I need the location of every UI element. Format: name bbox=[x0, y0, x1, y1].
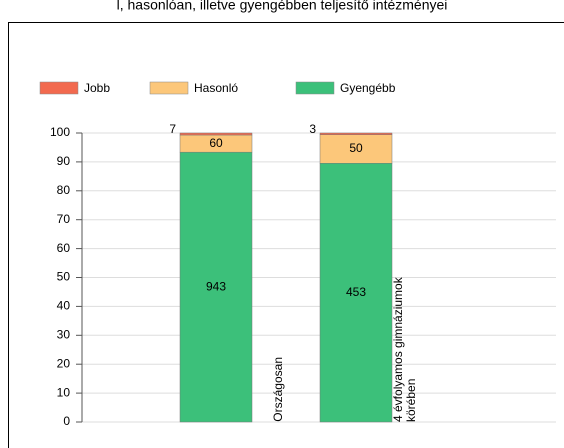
y-tick-label: 70 bbox=[57, 212, 71, 226]
y-tick-label: 10 bbox=[57, 385, 71, 399]
chart-title: l, hasonlóan, illetve gyengébben teljesí… bbox=[117, 0, 448, 13]
y-tick-label: 60 bbox=[57, 241, 71, 255]
legend-swatch bbox=[149, 81, 189, 95]
legend-swatch bbox=[295, 81, 335, 95]
y-tick-label: 90 bbox=[57, 154, 71, 168]
bar-segment bbox=[319, 163, 393, 423]
bar-segment bbox=[179, 132, 253, 136]
y-tick-label: 30 bbox=[57, 327, 71, 341]
legend-label: Hasonló bbox=[194, 81, 238, 95]
y-tick-label: 100 bbox=[50, 125, 70, 139]
frame bbox=[8, 22, 564, 448]
y-tick-label: 80 bbox=[57, 183, 71, 197]
bar-segment bbox=[319, 134, 393, 164]
legend-swatch bbox=[39, 81, 79, 95]
x-tick-label: 4 évfolyamos gimnáziumok körében bbox=[391, 277, 418, 422]
legend-label: Jobb bbox=[84, 81, 110, 95]
y-tick-label: 20 bbox=[57, 356, 71, 370]
y-tick-label: 0 bbox=[63, 414, 70, 428]
y-tick-label: 40 bbox=[57, 299, 71, 313]
bar-segment bbox=[319, 132, 393, 135]
legend-label: Gyengébb bbox=[340, 81, 396, 95]
data-label: 60 bbox=[209, 136, 223, 150]
x-tick-label: Országosan bbox=[271, 357, 285, 422]
data-label: 3 bbox=[309, 122, 316, 136]
data-label: 7 bbox=[169, 122, 176, 136]
y-tick-label: 50 bbox=[57, 270, 71, 284]
data-label: 50 bbox=[349, 141, 363, 155]
data-label: 943 bbox=[206, 279, 226, 293]
data-label: 453 bbox=[346, 285, 366, 299]
